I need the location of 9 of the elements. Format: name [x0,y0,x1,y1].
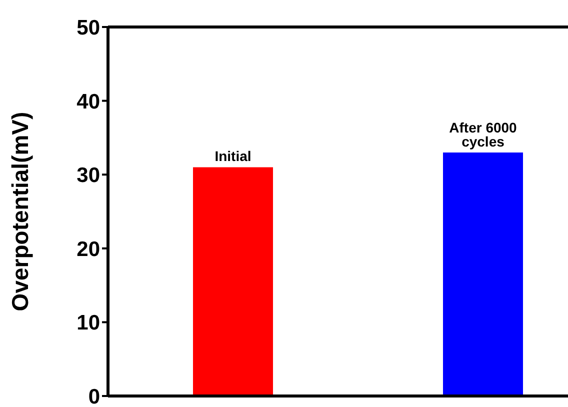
y-tick-label: 10 [76,312,100,335]
y-axis-title: Overpotential(mV) [7,112,34,312]
x-tick-label: After 6000 cycles [449,119,518,150]
y-tick-label: 30 [76,164,100,188]
y-tick-label: 0 [88,385,100,407]
y-tick-label: 40 [76,90,100,114]
x-tick-label: Initial [214,148,252,164]
y-tick-label: 20 [76,238,100,261]
y-tick-label: 50 [76,16,100,40]
